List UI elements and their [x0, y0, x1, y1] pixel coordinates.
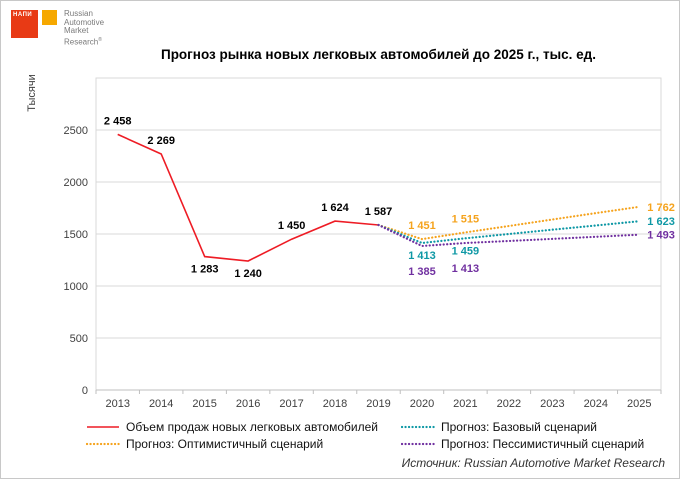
legend-line-sample: [401, 442, 435, 446]
legend-line-sample: [86, 442, 120, 446]
chart-plot: 0 500 1000 1500 2000 2500 2013 2014 2015 2016 2017…: [26, 74, 675, 410]
y-tick-label: 500: [70, 333, 88, 345]
legend: Объем продаж новых легковых автомобилей П…: [86, 420, 669, 451]
brand-line: Market: [64, 26, 89, 35]
data-label: 1 451: [408, 220, 436, 232]
x-tick-label: 2025: [627, 398, 651, 410]
data-label: 2 269: [147, 135, 175, 147]
legend-label: Объем продаж новых легковых автомобилей: [126, 420, 378, 434]
chart-title: Прогноз рынка новых легковых автомобилей…: [160, 47, 596, 62]
series-line-0: [117, 133, 379, 262]
y-tick-label: 2500: [64, 125, 88, 137]
x-tick-label: 2024: [584, 398, 608, 410]
y-tick-label: 0: [82, 385, 88, 397]
rams-logo: НАПИ Russian Automotive Market Research®: [11, 9, 679, 47]
x-tick-label: 2017: [279, 398, 303, 410]
data-label: 1 283: [191, 264, 219, 276]
data-label: 1 762: [647, 202, 675, 214]
legend-item: Прогноз: Пессимистичный сценарий: [401, 437, 669, 451]
x-tick-label: 2022: [497, 398, 521, 410]
series-line-3: [377, 223, 641, 248]
legend-label: Прогноз: Пессимистичный сценарий: [441, 437, 645, 451]
legend-label: Прогноз: Базовый сценарий: [441, 420, 597, 434]
brand-line: Russian: [64, 9, 93, 18]
brand-line: Research®: [64, 36, 104, 47]
brand-line-text: Research: [64, 37, 99, 47]
data-label: 1 413: [452, 263, 480, 275]
y-tick-label: 1500: [64, 229, 88, 241]
x-tick-label: 2020: [410, 398, 434, 410]
y-tick-label: 1000: [64, 281, 88, 293]
legend-item: Прогноз: Оптимистичный сценарий: [86, 437, 391, 451]
logo-brand-text: Russian Automotive Market Research®: [64, 9, 105, 47]
legend-item: Объем продаж новых легковых автомобилей: [86, 420, 391, 434]
data-label: 1 413: [408, 250, 436, 262]
legend-item: Прогноз: Базовый сценарий: [401, 420, 669, 434]
data-label: 1 493: [647, 230, 675, 242]
series-line-1: [377, 205, 641, 241]
x-tick-label: 2014: [149, 398, 173, 410]
header: НАПИ Russian Automotive Market Research®: [1, 1, 679, 46]
legend-label: Прогноз: Оптимистичный сценарий: [126, 437, 324, 451]
napi-text: НАПИ: [13, 12, 33, 18]
data-label: 1 623: [647, 216, 675, 228]
x-tick-label: 2013: [105, 398, 129, 410]
x-tick-label: 2019: [366, 398, 390, 410]
brand-line: Automotive: [64, 17, 105, 27]
data-label: 1 459: [452, 245, 480, 257]
data-label: 2 458: [104, 115, 132, 127]
x-tick-label: 2015: [192, 398, 216, 410]
y-axis-title: Тысячи: [26, 74, 38, 111]
legend-line-sample: [87, 426, 119, 428]
data-label: 1 385: [408, 266, 436, 278]
data-label: 1 515: [452, 213, 480, 225]
data-label: 1 450: [278, 220, 306, 232]
y-tick-label: 2000: [64, 177, 88, 189]
data-label: 1 240: [234, 268, 262, 280]
legend-line-sample: [401, 425, 435, 429]
data-label: 1 587: [365, 206, 393, 218]
x-tick-label: 2016: [236, 398, 260, 410]
x-tick-label: 2018: [323, 398, 347, 410]
logo-yellow-square: [42, 10, 57, 25]
registered-mark: ®: [98, 36, 102, 43]
x-tick-label: 2021: [453, 398, 477, 410]
x-tick-label: 2023: [540, 398, 564, 410]
data-label: 1 624: [321, 202, 349, 214]
napi-logo-square: НАПИ: [11, 10, 38, 38]
source-note: Источник: Russian Automotive Market Rese…: [401, 456, 665, 470]
